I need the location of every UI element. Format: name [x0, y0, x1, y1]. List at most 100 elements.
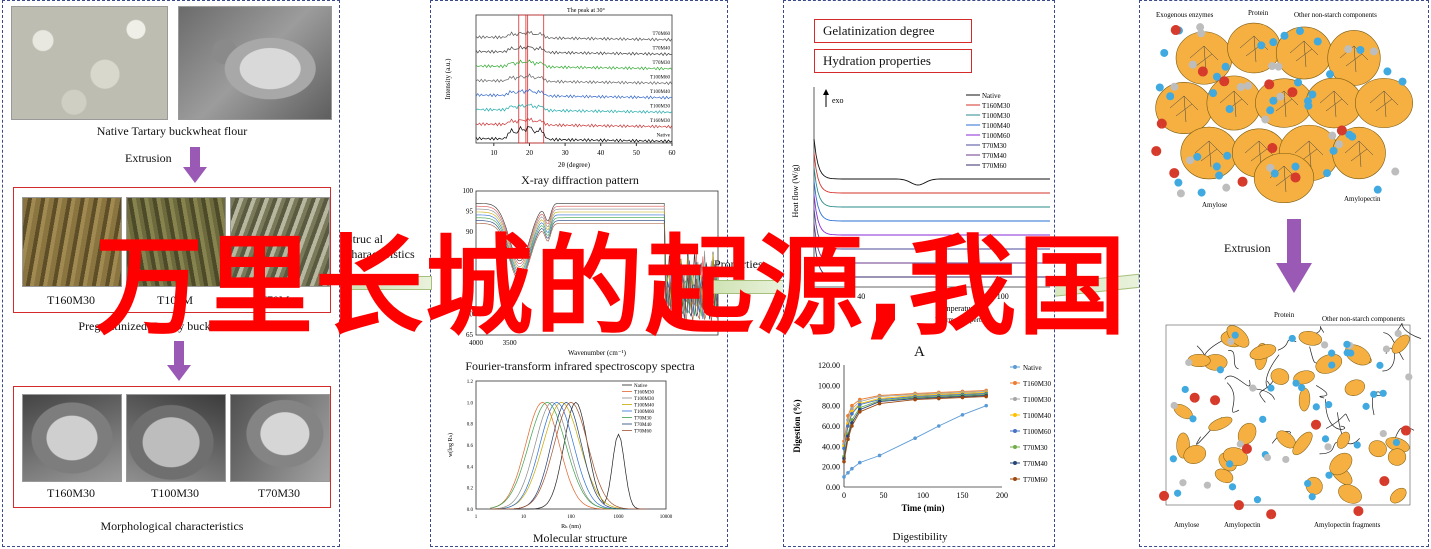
- granule-diagram-top: Exogenous enzymes Protein Other non-star…: [1151, 9, 1413, 209]
- starch-granule: [1253, 152, 1315, 204]
- dig-tick-label: 50: [880, 491, 888, 500]
- dig-point: [877, 401, 882, 406]
- mol-legend-label: T160M30: [634, 391, 655, 396]
- xrd-tick-label: 30: [562, 149, 570, 157]
- mol-legend-label: T70M40: [634, 423, 652, 428]
- mol-tick-label: 1: [475, 515, 478, 520]
- protein-dot: [1394, 329, 1402, 338]
- pregel-samples-box: [13, 187, 331, 313]
- ftir-tick-label: 70: [466, 310, 474, 318]
- amylose-chain: [1383, 332, 1404, 360]
- protein-dot: [1294, 78, 1303, 87]
- ftir-tick-label: 4000: [469, 339, 484, 347]
- ftir-title: Fourier-transform infrared spectroscopy …: [465, 359, 695, 373]
- pregel-caption: Pregelatinized Tartary buckwheat flour: [78, 319, 266, 333]
- protein-dot: [1405, 373, 1413, 381]
- protein-dot: [1304, 479, 1312, 488]
- dig-point: [858, 402, 862, 407]
- mol-tick-label: 0.0: [467, 508, 474, 513]
- protein-dot: [1266, 106, 1275, 115]
- amylose-chain: [1325, 399, 1346, 430]
- protein-dot: [1225, 105, 1234, 114]
- protein-dot: [1344, 45, 1353, 54]
- enzyme-icon: [1267, 143, 1278, 154]
- dsc-exo-label: exo: [832, 96, 844, 105]
- structural-label-2: characteristics: [346, 247, 415, 261]
- bottom-label-fragments: Amylopectin fragments: [1314, 521, 1381, 529]
- dig-tick-label: 0.00: [826, 483, 840, 492]
- protein-dot: [1209, 89, 1218, 98]
- structural-arrow-strip: [346, 276, 432, 290]
- dig-legend-label: T160M30: [1023, 380, 1052, 388]
- protein-dot: [1244, 81, 1253, 90]
- molecular-title: Molecular structure: [532, 531, 628, 545]
- ftir-ylabel: Transmittance (%): [442, 236, 450, 289]
- mechanism-arrow-icon: [1276, 219, 1312, 293]
- hydration-tag: Hydration properties: [814, 49, 972, 73]
- sem-label-2: T100M30: [151, 486, 199, 500]
- protein-dot: [1221, 62, 1230, 71]
- sem-photo-t70m30: [230, 394, 330, 482]
- properties-label: Properties: [714, 257, 763, 271]
- protein-dot: [1170, 82, 1179, 91]
- dig-point: [842, 459, 846, 464]
- ftir-tick-label: 85: [466, 249, 474, 257]
- overlay-banner-text: 万里长城的起源,我国: [95, 225, 1129, 350]
- panel-mechanism: Exogenous enzymes Protein Other non-star…: [1139, 0, 1429, 547]
- protein-dot: [1259, 415, 1267, 423]
- ftir-tick-label: 65: [466, 331, 474, 339]
- ftir-series-line: [476, 203, 719, 303]
- dig-point: [846, 437, 850, 442]
- enzyme-icon: [1287, 87, 1298, 98]
- mol-series-line: [490, 401, 647, 510]
- amylopectin-fragment: [1183, 444, 1207, 464]
- protein-dot: [1189, 415, 1197, 423]
- protein-dot: [1324, 443, 1332, 451]
- protein-dot: [1379, 389, 1387, 397]
- protein-dot: [1170, 401, 1178, 410]
- amylopectin-fragment: [1387, 448, 1407, 466]
- protein-dot: [1345, 130, 1354, 139]
- dig-tick-label: 150: [957, 491, 969, 500]
- protein-dot: [1325, 471, 1333, 479]
- protein-dot: [1188, 60, 1197, 69]
- dig-point: [858, 409, 862, 414]
- mol-tick-label: 100: [567, 515, 575, 520]
- dig-legend-label: T100M30: [1023, 396, 1052, 404]
- top-label-protein: Protein: [1248, 9, 1269, 17]
- xrd-tick-label: 60: [669, 149, 677, 157]
- amylopectin-fragment: [1391, 334, 1410, 354]
- mol-axes: [475, 380, 667, 510]
- enzyme-icon: [1170, 25, 1181, 36]
- matrix-border: [1165, 324, 1411, 506]
- amylose-chain: [1395, 323, 1422, 339]
- mol-tick-label: 1.2: [467, 380, 474, 385]
- amylose-chain: [1226, 382, 1240, 413]
- ftir-series-line: [476, 214, 719, 314]
- dig-legend-marker: [1013, 429, 1017, 433]
- amylopectin-fragment: [1368, 440, 1387, 458]
- amylopectin-branch: [1169, 95, 1199, 123]
- amylopectin-branch: [1369, 90, 1399, 118]
- protein-dot: [1197, 29, 1206, 38]
- amylose-chain: [1325, 413, 1350, 429]
- dsc-letter: A: [914, 344, 925, 360]
- protein-dot: [1328, 361, 1336, 369]
- dig-point: [960, 395, 965, 400]
- amylopectin-branch: [1289, 40, 1319, 68]
- protein-dot: [1329, 146, 1338, 155]
- enzyme-icon: [1210, 395, 1221, 406]
- starch-granule: [1327, 30, 1381, 86]
- dig-point: [850, 406, 854, 411]
- xrd-series-line: [475, 73, 673, 86]
- enzyme-icon: [1169, 168, 1180, 179]
- protein-dot: [1269, 38, 1278, 47]
- enzyme-icon: [1266, 509, 1277, 520]
- amylose-chain: [1271, 430, 1291, 444]
- morph-caption: Morphological characteristics: [100, 519, 244, 533]
- protein-dot: [1304, 101, 1313, 110]
- dig-point: [850, 403, 854, 408]
- sem-label-1: T160M30: [47, 486, 95, 500]
- dsc-series-line: [813, 180, 1050, 222]
- xrd-series-line: [475, 117, 673, 129]
